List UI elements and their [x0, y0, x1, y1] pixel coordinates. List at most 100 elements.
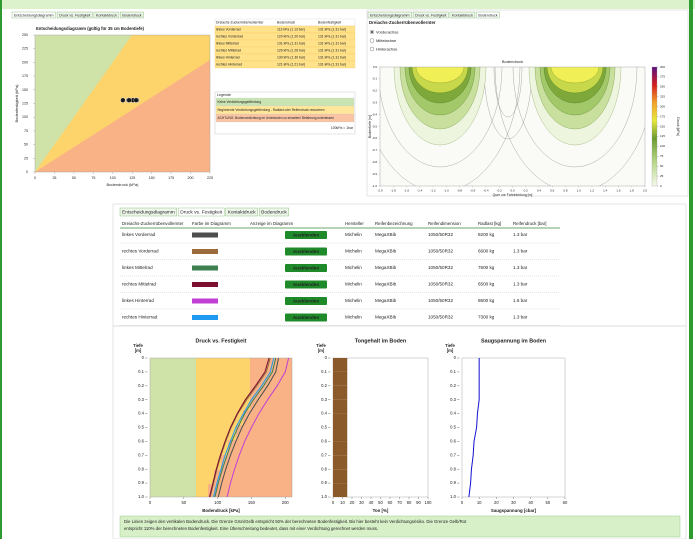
x-axis-label: Bodendruck [kPa]: [202, 508, 240, 513]
x-tick-label: 0: [461, 500, 464, 505]
bar: [333, 371, 348, 386]
note-box: [119, 515, 681, 538]
y-axis-label: [m]: [318, 348, 325, 353]
tab[interactable]: [367, 11, 412, 19]
table-header: Dreiachs-Zuckerrübenvollernter: [122, 221, 184, 226]
y-tick-label: -0.9: [372, 172, 378, 176]
hide-button-label: Ausblenden: [293, 249, 319, 254]
tire-maker: Michelin: [345, 282, 362, 287]
tab[interactable]: [225, 207, 258, 217]
hide-button[interactable]: [285, 247, 327, 256]
y-axis-label: Tiefe: [445, 343, 455, 348]
color-swatch: [192, 265, 218, 271]
x-tick-label: -0.4: [483, 188, 489, 192]
y-tick-label: 1.0: [138, 494, 144, 499]
tire-pressure: 1.3 bar: [513, 232, 528, 237]
tire-maker: Michelin: [345, 265, 362, 270]
tire-name: rechtes Mittelrad: [122, 282, 156, 287]
table-header: Reifenbezeichnung: [375, 221, 413, 226]
table-row: [214, 60, 356, 69]
y-tick-label: 0.7: [321, 452, 327, 457]
tab-label: Entscheidungsdiagramm: [122, 210, 175, 216]
y-axis-label: Bodentiefe [m]: [368, 115, 372, 138]
x-tick-label: 60: [388, 500, 393, 505]
legend-item: Keine Verdichtungsgefährdung: [218, 100, 262, 104]
hide-button[interactable]: [285, 280, 327, 289]
tab[interactable]: [120, 11, 144, 19]
tab[interactable]: [178, 207, 225, 217]
y-tick-label: 0.6: [321, 439, 327, 444]
x-tick-label: 150: [248, 500, 256, 505]
legend-item: Beginnende Verdichtungsgefährdung - Radl…: [218, 108, 325, 112]
y-tick-label: 125: [22, 101, 28, 105]
table-cell: linkes Vorderrad: [216, 27, 241, 31]
x-tick-label: 0.2: [524, 188, 529, 192]
x-tick-label: 50: [72, 176, 76, 180]
x-tick-label: 0.6: [550, 188, 555, 192]
hide-button[interactable]: [285, 313, 327, 322]
y-tick-label: 0.0: [373, 65, 378, 69]
color-swatch: [192, 298, 218, 304]
bar: [333, 469, 348, 484]
x-tick-label: 200: [282, 500, 290, 505]
tab[interactable]: [476, 11, 500, 19]
y-tick-label: 0.4: [450, 411, 456, 416]
color-swatch: [192, 282, 218, 287]
tab[interactable]: [119, 207, 177, 217]
table-cell: linkes Mittelrad: [216, 41, 239, 45]
hide-button-label: Ausblenden: [293, 315, 319, 320]
hide-button-label: Ausblenden: [293, 298, 319, 303]
bar: [333, 385, 348, 400]
radio[interactable]: [369, 38, 375, 43]
hide-button[interactable]: [285, 231, 327, 239]
tab[interactable]: [412, 11, 449, 19]
y-tick-label: 0.1: [138, 369, 144, 374]
table-cell: 131 kPa (1.31 bar): [277, 41, 305, 45]
x-tick-label: 1.0: [577, 188, 582, 192]
x-tick-label: 100: [110, 176, 116, 180]
radio[interactable]: [369, 46, 375, 52]
tab[interactable]: [56, 11, 93, 19]
table-cell: 121 kPa (1.21 bar): [277, 62, 305, 66]
y-tick-label: -0.6: [372, 136, 378, 140]
zone-green: [150, 358, 196, 497]
x-tick-label: 75: [91, 176, 95, 180]
x-tick-label: -1.8: [391, 188, 397, 192]
tab-label: Kontaktdruck: [96, 13, 117, 17]
x-tick-label: 25: [52, 176, 56, 180]
tire-pressure: 1.3 bar: [513, 315, 528, 320]
contour: [380, 67, 503, 168]
tire-maker: Michelin: [345, 298, 362, 303]
x-tick-label: 150: [149, 176, 155, 180]
table-header: Reifendimension: [428, 221, 461, 226]
tire-tire: MegaXBib: [375, 232, 397, 237]
y-tick-label: 0.7: [450, 452, 456, 457]
y-tick-label: 0.9: [138, 480, 144, 485]
legend-swatch: [215, 113, 355, 123]
tab-label: Kontaktdruck: [228, 210, 257, 216]
x-tick-label: 0.4: [537, 188, 542, 192]
hide-button[interactable]: [285, 264, 327, 272]
radio-label: Vorderachse: [376, 29, 399, 34]
tab[interactable]: [93, 11, 120, 19]
x-tick-label: -0.6: [470, 188, 476, 192]
x-tick-label: 175: [168, 176, 174, 180]
x-tick-label: 200: [188, 176, 194, 180]
colorbar-tick-label: 275: [660, 75, 665, 79]
series-line: [214, 357, 277, 498]
tab[interactable]: [11, 11, 56, 19]
tire-name: linkes Mittelrad: [122, 265, 153, 270]
right-border: [689, 0, 693, 539]
tab[interactable]: [449, 11, 476, 19]
tab[interactable]: [258, 207, 289, 217]
y-tick-label: 0.5: [138, 425, 144, 430]
table-cell: rechtes Vorderrad: [216, 34, 243, 38]
hide-button[interactable]: [285, 297, 327, 305]
hide-button-label: Ausblenden: [293, 265, 319, 270]
series-line: [226, 357, 290, 498]
radio-label: Mittelachse: [376, 38, 397, 43]
table-cell: 131 kPa (1.31 bar): [318, 27, 346, 31]
x-tick-label: 1.4: [603, 188, 608, 192]
series-line: [468, 358, 480, 498]
colorbar-tick-label: 100: [660, 144, 665, 148]
